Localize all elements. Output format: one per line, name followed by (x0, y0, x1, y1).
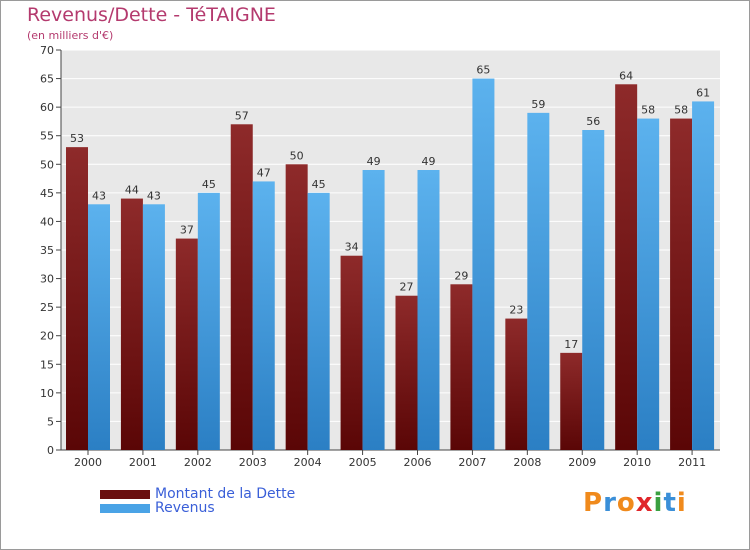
y-tick-label: 45 (40, 187, 54, 200)
bar-revenus (142, 204, 165, 450)
data-label: 23 (509, 304, 523, 317)
x-tick-label: 2006 (404, 456, 432, 469)
y-tick-label: 55 (40, 130, 54, 143)
y-tick-label: 40 (40, 215, 54, 228)
data-label: 65 (476, 64, 490, 77)
bar-revenus (197, 192, 220, 450)
x-tick-label: 2004 (294, 456, 322, 469)
data-label: 34 (345, 241, 359, 254)
bar-revenus (637, 118, 660, 451)
logo-letter: P (583, 488, 604, 518)
data-label: 53 (70, 132, 84, 145)
bar-revenus (307, 192, 330, 450)
bar-chart: 0 5 10 15 20 25 30 35 40 45 50 55 60 65 70 53 43 2000 44 43… (40, 44, 720, 469)
bar-dette (615, 84, 638, 451)
y-tick-label: 15 (40, 358, 54, 371)
logo-letter: i (653, 488, 664, 518)
x-tick-label: 2001 (129, 456, 157, 469)
proxiti-logo: Proxiti (583, 488, 687, 518)
legend-swatch-dette (100, 489, 150, 499)
x-tick-label: 2002 (184, 456, 212, 469)
bar-revenus (362, 170, 385, 450)
bar-dette (66, 147, 88, 450)
bar-revenus (88, 204, 110, 450)
data-label: 37 (180, 224, 194, 237)
bar-dette (340, 255, 363, 450)
chart-title: Revenus/Dette - TéTAIGNE (27, 4, 276, 26)
data-label: 27 (400, 281, 414, 294)
logo-letter: t (663, 488, 677, 518)
y-tick-label: 20 (40, 330, 54, 343)
bar-dette (175, 238, 198, 450)
legend-label-revenus: Revenus (155, 500, 215, 516)
bar-dette (670, 118, 693, 451)
legend-swatch-revenus (100, 503, 150, 513)
bar-dette (285, 164, 308, 451)
y-tick-label: 60 (40, 101, 54, 114)
x-tick-label: 2003 (239, 456, 267, 469)
logo-letter: x (635, 488, 654, 518)
data-label: 47 (257, 166, 271, 179)
bar-revenus (417, 170, 440, 450)
x-tick-label: 2010 (623, 456, 651, 469)
legend-item-revenus: Revenus (100, 500, 215, 516)
data-label: 29 (454, 269, 468, 282)
data-label: 43 (147, 189, 161, 202)
y-tick-label: 30 (40, 273, 54, 286)
bar-dette (505, 318, 528, 450)
data-label: 49 (367, 155, 381, 168)
data-label: 44 (125, 184, 139, 197)
bar-revenus (527, 112, 550, 450)
data-label: 45 (312, 178, 326, 191)
bar-dette (395, 295, 418, 450)
y-tick-label: 5 (47, 415, 54, 428)
data-label: 58 (641, 104, 655, 117)
data-label: 50 (290, 149, 304, 162)
bar-dette (450, 284, 473, 450)
data-label: 49 (422, 155, 436, 168)
x-tick-label: 2009 (568, 456, 596, 469)
bar-revenus (252, 181, 275, 450)
bar-dette (560, 352, 583, 450)
legend-label-dette: Montant de la Dette (155, 486, 296, 502)
x-tick-label: 2007 (458, 456, 486, 469)
logo-letter: r (603, 488, 617, 518)
y-tick-label: 70 (40, 44, 54, 57)
y-tick-label: 25 (40, 301, 54, 314)
legend-item-dette: Montant de la Dette (100, 486, 295, 502)
y-tick-label: 35 (40, 244, 54, 257)
x-tick-label: 2005 (349, 456, 377, 469)
x-tick-label: 2000 (74, 456, 102, 469)
data-label: 56 (586, 115, 600, 128)
bar-revenus (692, 101, 715, 450)
data-label: 58 (674, 104, 688, 117)
bar-dette (230, 124, 253, 451)
chart-subtitle: (en milliers d'€) (27, 29, 114, 42)
data-label: 59 (531, 98, 545, 111)
data-label: 17 (564, 338, 578, 351)
data-label: 43 (92, 189, 106, 202)
bar-revenus (582, 130, 605, 450)
data-label: 45 (202, 178, 216, 191)
data-label: 61 (696, 86, 710, 99)
y-tick-label: 50 (40, 158, 54, 171)
data-label: 57 (235, 109, 249, 122)
logo-letter: i (676, 488, 687, 518)
y-tick-label: 0 (47, 444, 54, 457)
x-tick-label: 2008 (513, 456, 541, 469)
x-tick-label: 2011 (678, 456, 706, 469)
data-label: 64 (619, 69, 633, 82)
y-tick-label: 65 (40, 73, 54, 86)
logo-letter: o (616, 488, 636, 518)
bar-revenus (472, 78, 495, 451)
bar-dette (120, 198, 143, 450)
y-tick-label: 10 (40, 387, 54, 400)
